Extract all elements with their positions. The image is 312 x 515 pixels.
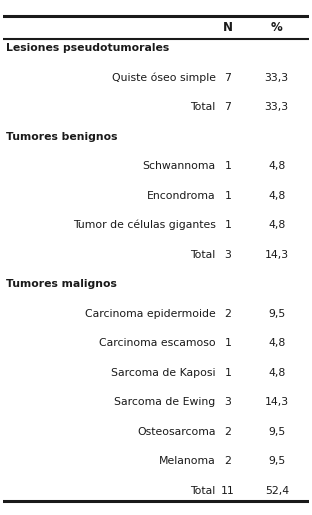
Text: 33,3: 33,3 xyxy=(265,73,289,82)
Text: Sarcoma de Ewing: Sarcoma de Ewing xyxy=(115,397,216,407)
Text: 4,8: 4,8 xyxy=(268,191,285,200)
Text: %: % xyxy=(271,21,283,35)
Text: 4,8: 4,8 xyxy=(268,161,285,171)
Text: 1: 1 xyxy=(224,338,231,348)
Text: 3: 3 xyxy=(224,397,231,407)
Text: 2: 2 xyxy=(224,308,231,319)
Text: 1: 1 xyxy=(224,161,231,171)
Text: Carcinoma escamoso: Carcinoma escamoso xyxy=(99,338,216,348)
Text: 14,3: 14,3 xyxy=(265,250,289,260)
Text: Total: Total xyxy=(190,486,216,495)
Text: Melanoma: Melanoma xyxy=(159,456,216,466)
Text: 1: 1 xyxy=(224,220,231,230)
Text: 11: 11 xyxy=(221,486,235,495)
Text: Encondroma: Encondroma xyxy=(147,191,216,200)
Text: Total: Total xyxy=(190,250,216,260)
Text: 9,5: 9,5 xyxy=(268,426,285,437)
Text: 2: 2 xyxy=(224,456,231,466)
Text: 14,3: 14,3 xyxy=(265,397,289,407)
Text: Sarcoma de Kaposi: Sarcoma de Kaposi xyxy=(111,368,216,377)
Text: 1: 1 xyxy=(224,368,231,377)
Text: 4,8: 4,8 xyxy=(268,368,285,377)
Text: Tumores benignos: Tumores benignos xyxy=(6,131,118,142)
Text: 52,4: 52,4 xyxy=(265,486,289,495)
Text: Total: Total xyxy=(190,102,216,112)
Text: 2: 2 xyxy=(224,426,231,437)
Text: N: N xyxy=(223,21,233,35)
Text: 9,5: 9,5 xyxy=(268,308,285,319)
Text: Carcinoma epidermoide: Carcinoma epidermoide xyxy=(85,308,216,319)
Text: Schwannoma: Schwannoma xyxy=(143,161,216,171)
Text: 4,8: 4,8 xyxy=(268,338,285,348)
Text: Tumores malignos: Tumores malignos xyxy=(6,279,117,289)
Text: 9,5: 9,5 xyxy=(268,456,285,466)
Text: Lesiones pseudotumorales: Lesiones pseudotumorales xyxy=(6,43,169,53)
Text: 1: 1 xyxy=(224,191,231,200)
Text: Osteosarcoma: Osteosarcoma xyxy=(137,426,216,437)
Text: 33,3: 33,3 xyxy=(265,102,289,112)
Text: 3: 3 xyxy=(224,250,231,260)
Text: Quiste óseo simple: Quiste óseo simple xyxy=(112,72,216,83)
Text: Tumor de células gigantes: Tumor de células gigantes xyxy=(73,220,216,230)
Text: 7: 7 xyxy=(224,102,231,112)
Text: 7: 7 xyxy=(224,73,231,82)
Text: 4,8: 4,8 xyxy=(268,220,285,230)
